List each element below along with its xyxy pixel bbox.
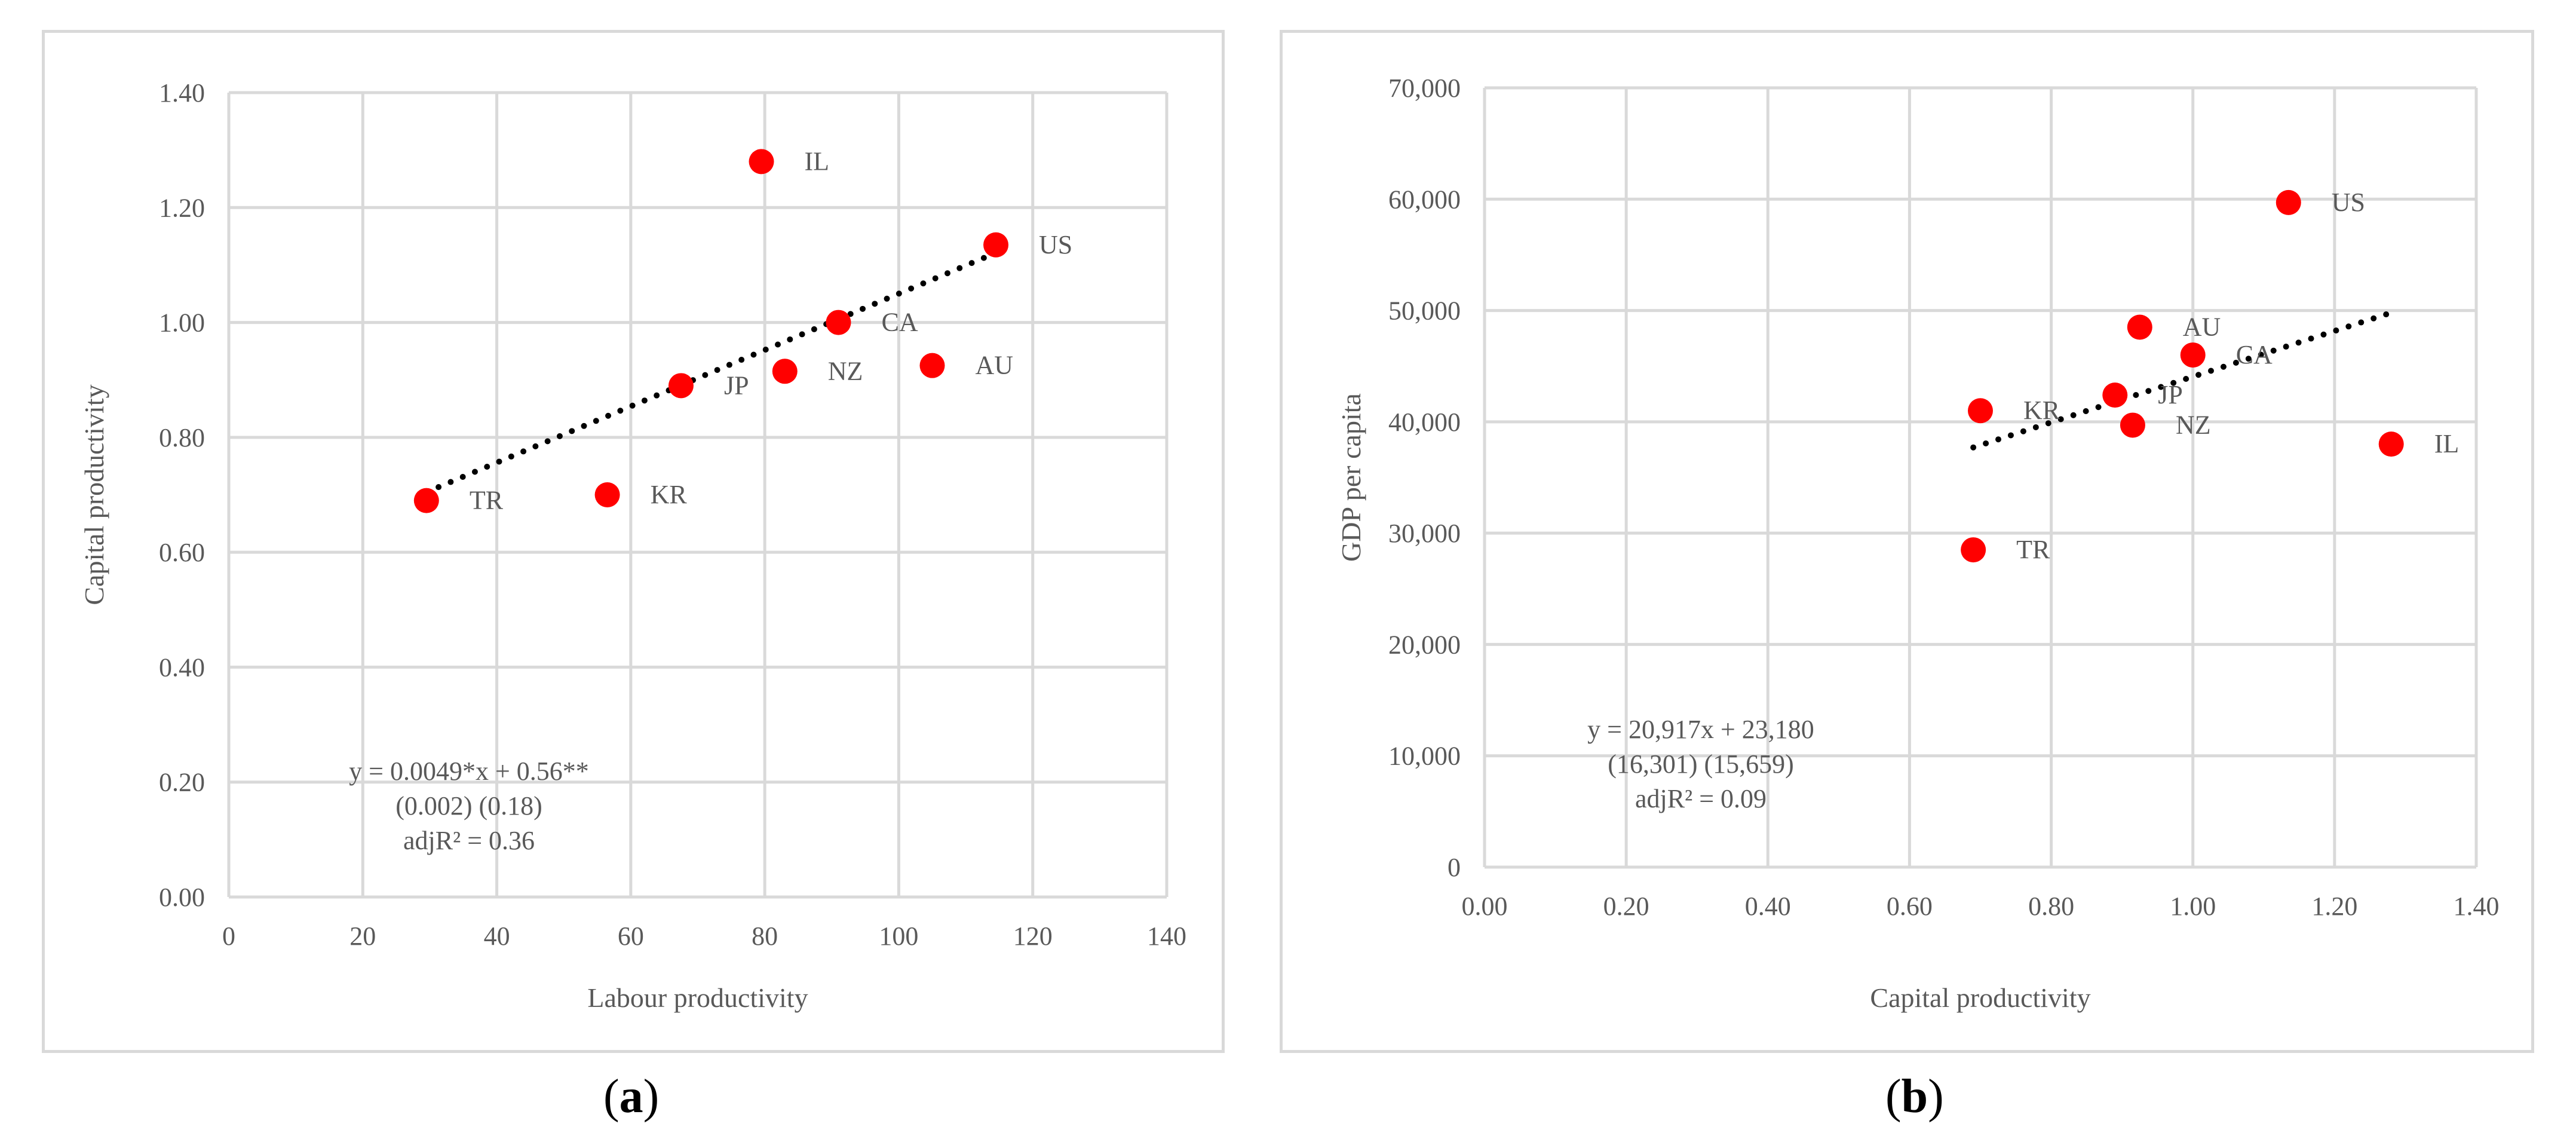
data-point-us — [2276, 189, 2301, 215]
y-tick-label: 10,000 — [1388, 742, 1461, 771]
y-tick-label: 70,000 — [1388, 74, 1461, 103]
x-tick-label: 0.80 — [2028, 892, 2074, 921]
x-tick-label: 1.00 — [2170, 892, 2216, 921]
x-tick-label: 120 — [1013, 921, 1053, 951]
y-tick-label: 1.00 — [159, 308, 205, 338]
regression-annotation-line: y = 20,917x + 23,180 — [1587, 715, 1814, 744]
point-label-tr: TR — [470, 486, 504, 515]
trendline — [423, 250, 999, 495]
point-label-us: US — [1039, 230, 1072, 259]
data-point-tr — [413, 488, 439, 513]
point-label-jp: JP — [724, 371, 749, 400]
y-tick-label: 0.60 — [159, 538, 205, 567]
gridlines — [1483, 86, 2478, 869]
regression-annotation-line: y = 0.0049*x + 0.56** — [349, 757, 589, 786]
x-tick-label: 0.40 — [1745, 892, 1791, 921]
point-label-au: AU — [976, 351, 1014, 380]
point-label-jp: JP — [2158, 380, 2183, 409]
data-point-il — [749, 149, 774, 174]
y-axis-label: GDP per capita — [1336, 393, 1366, 562]
point-label-ca: CA — [2236, 340, 2273, 369]
trendline — [1970, 310, 2394, 451]
point-label-tr: TR — [2016, 535, 2050, 564]
point-label-nz: NZ — [2176, 410, 2211, 439]
data-point-kr — [594, 482, 620, 507]
data-point-ca — [826, 310, 851, 335]
regression-annotation-line: (0.002) (0.18) — [395, 791, 542, 821]
regression-annotation-line: (16,301) (15,659) — [1608, 749, 1794, 779]
data-point-jp — [668, 373, 694, 399]
y-tick-label: 60,000 — [1388, 185, 1461, 214]
x-tick-label: 40 — [484, 921, 510, 951]
panel-label-a: (a) — [603, 1070, 660, 1123]
x-tick-label: 100 — [879, 921, 918, 951]
y-tick-label: 1.40 — [159, 78, 205, 108]
x-tick-label: 60 — [618, 921, 644, 951]
data-point-jp — [2102, 382, 2128, 408]
data-point-il — [2378, 431, 2404, 457]
x-tick-label: 1.20 — [2311, 892, 2357, 921]
x-axis-label: Capital productivity — [1870, 982, 2090, 1013]
point-label-ca: CA — [882, 308, 918, 337]
data-point-tr — [1961, 537, 1986, 563]
x-tick-label: 0.60 — [1887, 892, 1933, 921]
regression-annotation-line: adjR² = 0.09 — [1635, 784, 1767, 813]
x-tick-label: 20 — [349, 921, 376, 951]
y-tick-label: 40,000 — [1388, 408, 1461, 437]
data-point-nz — [2120, 412, 2145, 438]
panel-label-b: (b) — [1885, 1070, 1944, 1123]
y-tick-label: 50,000 — [1388, 296, 1461, 326]
y-tick-label: 30,000 — [1388, 519, 1461, 548]
point-label-kr: KR — [651, 480, 688, 509]
y-tick-label: 1.20 — [159, 193, 205, 222]
x-tick-label: 0.20 — [1603, 892, 1649, 921]
panel-a: 0 20 40 60 80 100 120 140 0.00 0.20 0.40 0.60 0.80 1.… — [42, 30, 1225, 1053]
y-tick-label: 0 — [1448, 853, 1461, 882]
point-label-kr: KR — [2023, 396, 2060, 425]
x-axis-label: Labour productivity — [587, 982, 808, 1013]
chart-a: 0 20 40 60 80 100 120 140 0.00 0.20 0.40 0.60 0.80 1.… — [79, 78, 1186, 1013]
point-label-il: IL — [2434, 429, 2460, 458]
y-tick-label: 0.80 — [159, 423, 205, 452]
data-point-kr — [1968, 398, 1993, 424]
chart-b: 0.00 0.20 0.40 0.60 0.80 1.00 1.20 1.40 0 10,000 2… — [1336, 74, 2500, 1013]
point-label-us: US — [2332, 188, 2365, 217]
data-point-nz — [772, 359, 798, 384]
x-tick-label: 140 — [1147, 921, 1186, 951]
point-label-il: IL — [805, 146, 830, 176]
x-tick-label: 0 — [222, 921, 235, 951]
point-label-au: AU — [2183, 313, 2221, 342]
y-axis-label: Capital productivity — [79, 384, 109, 605]
x-tick-label: 80 — [752, 921, 778, 951]
data-point-au — [2127, 314, 2152, 340]
data-point-us — [983, 232, 1009, 258]
y-tick-label: 0.40 — [159, 653, 205, 682]
regression-annotation-line: adjR² = 0.36 — [403, 826, 535, 855]
x-tick-label: 1.40 — [2454, 892, 2500, 921]
data-point-ca — [2180, 342, 2206, 368]
data-point-au — [919, 353, 945, 378]
panel-b: 0.00 0.20 0.40 0.60 0.80 1.00 1.20 1.40 0 10,000 2… — [1280, 30, 2534, 1053]
y-tick-label: 0.20 — [159, 768, 205, 797]
y-tick-label: 0.00 — [159, 883, 205, 912]
y-tick-label: 20,000 — [1388, 630, 1461, 659]
gridlines — [227, 91, 1169, 899]
x-tick-label: 0.00 — [1462, 892, 1508, 921]
point-label-nz: NZ — [828, 356, 863, 385]
